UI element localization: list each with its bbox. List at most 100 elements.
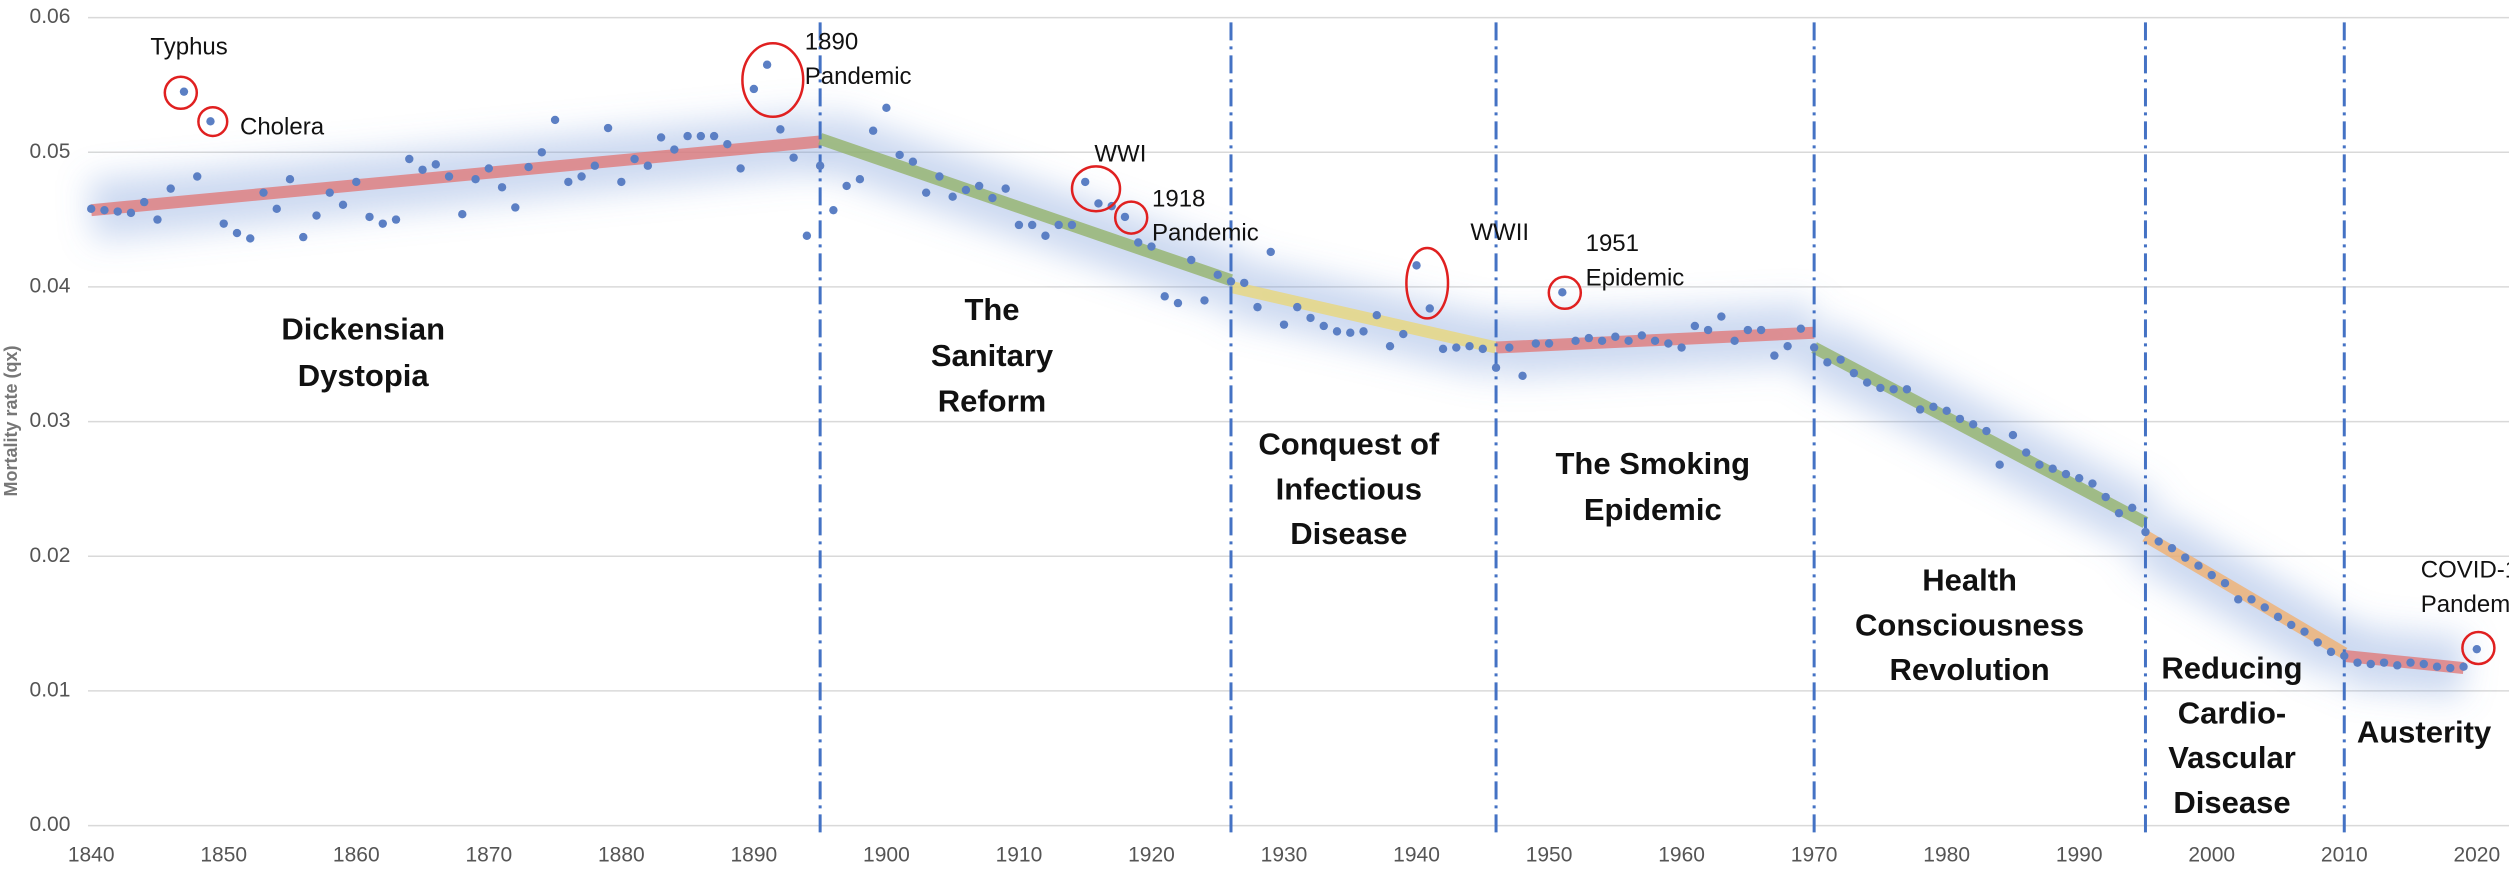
data-point: [829, 205, 838, 215]
annotation-ring: [1113, 200, 1149, 235]
data-point: [1915, 405, 1925, 414]
data-point: [1147, 242, 1156, 251]
data-point: [2393, 661, 2402, 670]
x-tick-label: 2020: [2453, 844, 2500, 867]
trend-line: [90, 135, 821, 217]
data-point: [988, 193, 997, 203]
era-label: The: [964, 292, 1019, 327]
x-tick-label: 1970: [1791, 844, 1838, 867]
data-point: [1783, 341, 1792, 351]
data-point: [497, 183, 507, 192]
data-point: [1491, 363, 1501, 372]
data-point: [2326, 647, 2336, 657]
data-point: [2432, 662, 2442, 671]
x-tick-label: 1840: [68, 844, 115, 867]
era-label: Reform: [938, 383, 1047, 418]
data-point: [1067, 220, 1077, 230]
data-point: [1982, 426, 1991, 436]
y-tick-label: 0.02: [30, 544, 71, 567]
data-point: [2379, 658, 2389, 667]
data-point: [1637, 331, 1647, 340]
data-point: [2167, 543, 2177, 553]
data-point: [1743, 325, 1753, 335]
data-point: [140, 197, 149, 207]
annotation-label: Epidemic: [1586, 265, 1685, 292]
data-point: [1306, 313, 1315, 323]
data-point: [511, 203, 520, 212]
annotation-label: COVID-19: [2421, 557, 2509, 584]
annotation-label: WWI: [1094, 141, 1146, 168]
data-point: [762, 60, 772, 69]
data-point: [974, 181, 984, 191]
data-point: [1293, 302, 1302, 312]
annotation-label: 1918: [1152, 185, 1205, 212]
data-point: [656, 133, 666, 142]
data-point: [2207, 570, 2216, 580]
data-point: [484, 164, 493, 173]
data-point: [789, 153, 798, 162]
data-point: [550, 115, 560, 125]
y-tick-label: 0.04: [30, 274, 71, 297]
x-tick-label: 1950: [1526, 844, 1573, 867]
data-point: [1505, 343, 1514, 352]
data-point: [630, 154, 639, 164]
data-point: [2194, 561, 2203, 570]
x-tick-label: 1940: [1393, 844, 1440, 867]
data-point: [1942, 406, 1951, 416]
data-point: [166, 184, 175, 193]
data-point: [1478, 344, 1488, 354]
annotation-label: 1951: [1586, 230, 1639, 257]
data-point: [2446, 663, 2455, 673]
data-point: [1240, 278, 1249, 288]
data-point: [193, 172, 202, 181]
data-point: [232, 228, 242, 238]
data-point: [391, 215, 401, 224]
data-point: [2088, 479, 2097, 488]
era-label: Austerity: [2357, 715, 2492, 750]
data-point: [405, 154, 414, 164]
data-point: [2035, 460, 2044, 469]
data-point: [1359, 327, 1368, 336]
data-point: [1001, 184, 1010, 193]
data-point: [1756, 325, 1766, 335]
data-point: [590, 161, 600, 170]
data-point: [206, 117, 215, 126]
data-point: [1902, 385, 1912, 394]
era-label: Conquest of: [1258, 427, 1439, 462]
data-point: [1650, 336, 1660, 345]
data-point: [2008, 430, 2018, 440]
data-point: [2472, 644, 2481, 654]
data-point: [935, 172, 944, 181]
data-point: [1968, 420, 1978, 429]
annotation-label: Pandemic: [805, 63, 912, 90]
data-point: [908, 157, 918, 166]
data-point: [921, 188, 931, 197]
data-point: [1995, 460, 2004, 469]
data-point: [709, 131, 719, 141]
x-tick-label: 1930: [1261, 844, 1308, 867]
data-point: [2459, 662, 2468, 671]
data-point: [2181, 553, 2190, 562]
trend-line: [1229, 281, 1498, 354]
x-tick-label: 2010: [2321, 844, 2368, 867]
data-point: [802, 231, 812, 240]
data-point: [1332, 327, 1342, 336]
era-label: Sanitary: [931, 338, 1054, 373]
data-point: [1518, 371, 1527, 381]
annotation-ring: [1547, 275, 1583, 311]
data-point: [2101, 492, 2110, 502]
data-point: [1319, 321, 1328, 331]
data-point: [1014, 220, 1024, 230]
y-tick-label: 0.06: [30, 5, 71, 28]
data-point: [1041, 231, 1050, 240]
annotation-label: WWII: [1470, 219, 1529, 246]
data-point: [365, 212, 374, 222]
data-point: [749, 84, 759, 94]
x-tick-label: 1900: [863, 844, 910, 867]
data-point: [670, 145, 679, 154]
x-tick-label: 1880: [598, 844, 645, 867]
data-point: [325, 188, 334, 197]
data-point: [1929, 402, 1938, 411]
x-tick-label: 2000: [2188, 844, 2235, 867]
data-point: [1399, 329, 1408, 339]
